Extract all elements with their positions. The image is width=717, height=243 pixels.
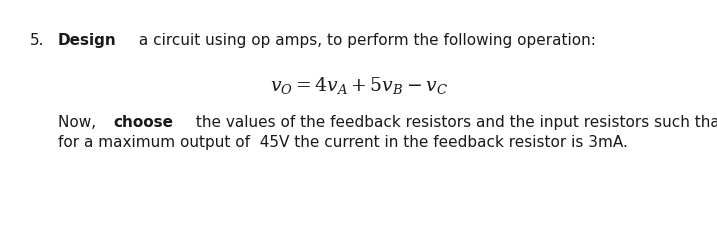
Text: the values of the feedback resistors and the input resistors such that: the values of the feedback resistors and… [191, 115, 717, 130]
Text: a circuit using op amps, to perform the following operation:: a circuit using op amps, to perform the … [134, 33, 596, 48]
Text: $v_O = 4v_A + 5v_B - v_C$: $v_O = 4v_A + 5v_B - v_C$ [270, 75, 447, 96]
Text: choose: choose [113, 115, 174, 130]
Text: for a maximum output of  45V the current in the feedback resistor is 3mA.: for a maximum output of 45V the current … [58, 135, 628, 150]
Text: Design: Design [58, 33, 117, 48]
Text: Now,: Now, [58, 115, 101, 130]
Text: 5.: 5. [30, 33, 44, 48]
